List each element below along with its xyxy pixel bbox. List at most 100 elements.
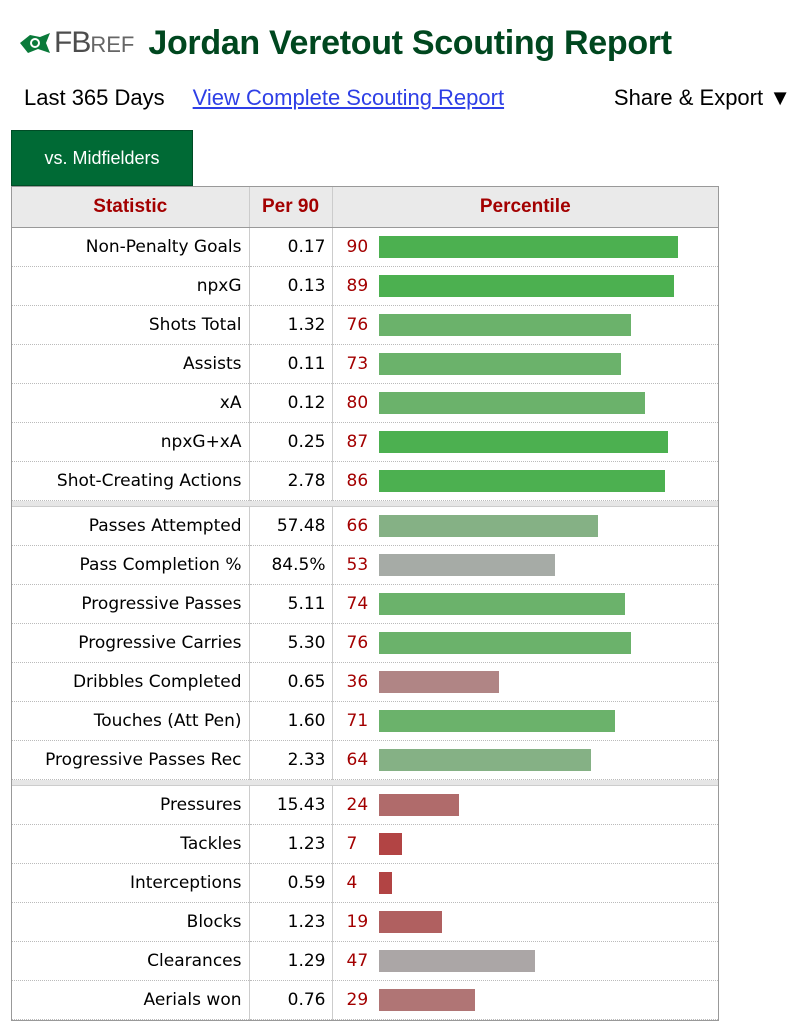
percentile-value: 66 <box>346 516 369 536</box>
per90-value: 0.65 <box>249 662 333 702</box>
table-row: Pass Completion % 84.5% 53 <box>12 545 718 585</box>
percentile-cell: 29 <box>332 980 718 1020</box>
table-row: Aerials won 0.76 29 <box>12 980 718 1020</box>
stat-name: Passes Attempted <box>12 506 250 546</box>
stat-name: Pass Completion % <box>12 545 250 585</box>
percentile-value: 29 <box>346 990 369 1010</box>
percentile-cell: 87 <box>332 422 718 462</box>
per90-value: 15.43 <box>249 785 333 825</box>
fbref-logo[interactable]: FBREF <box>18 23 134 63</box>
table-row: npxG+xA 0.25 87 <box>12 422 718 462</box>
per90-value: 5.11 <box>249 584 333 624</box>
percentile-cell: 86 <box>332 461 718 501</box>
percentile-value: 47 <box>346 951 369 971</box>
percentile-bar <box>378 632 631 654</box>
stat-name: Pressures <box>12 785 250 825</box>
percentile-bar <box>378 950 535 972</box>
table-row: Shot-Creating Actions 2.78 86 <box>12 461 718 501</box>
percentile-cell: 74 <box>332 584 718 624</box>
stat-name: Progressive Passes Rec <box>12 740 250 780</box>
stat-name: npxG <box>12 266 250 306</box>
table-body: Non-Penalty Goals 0.17 90 npxG 0.13 89 Shots T… <box>12 227 718 1020</box>
stat-name: Tackles <box>12 824 250 864</box>
per90-value: 0.59 <box>249 863 333 903</box>
stat-name: Dribbles Completed <box>12 662 250 702</box>
percentile-cell: 7 <box>332 824 718 864</box>
percentile-bar <box>378 833 402 855</box>
tab-vs-midfielders[interactable]: vs. Midfielders <box>11 130 193 186</box>
stat-name: Interceptions <box>12 863 250 903</box>
percentile-bar <box>378 671 499 693</box>
percentile-bar <box>378 470 665 492</box>
percentile-value: 80 <box>346 393 369 413</box>
percentile-value: 89 <box>346 276 369 296</box>
stat-name: Non-Penalty Goals <box>12 227 250 267</box>
percentile-value: 74 <box>346 594 369 614</box>
table-row: Interceptions 0.59 4 <box>12 863 718 903</box>
stat-name: Progressive Carries <box>12 623 250 663</box>
percentile-value: 87 <box>346 432 369 452</box>
stat-name: Touches (Att Pen) <box>12 701 250 741</box>
percentile-cell: 47 <box>332 941 718 981</box>
percentile-value: 19 <box>346 912 369 932</box>
per90-value: 1.29 <box>249 941 333 981</box>
col-header-per90[interactable]: Per 90 <box>249 187 333 228</box>
percentile-value: 76 <box>346 633 369 653</box>
stat-name: Shots Total <box>12 305 250 345</box>
percentile-cell: 24 <box>332 785 718 825</box>
per90-value: 2.33 <box>249 740 333 780</box>
scouting-table: Statistic Per 90 Percentile Non-Penalty … <box>11 186 719 1021</box>
fbref-logo-icon <box>20 33 50 53</box>
view-complete-report-link[interactable]: View Complete Scouting Report <box>192 85 505 110</box>
percentile-value: 24 <box>346 795 369 815</box>
stat-name: Aerials won <box>12 980 250 1020</box>
table-row: npxG 0.13 89 <box>12 266 718 306</box>
table-row: Blocks 1.23 19 <box>12 902 718 942</box>
percentile-bar <box>378 236 678 258</box>
percentile-bar <box>378 353 621 375</box>
percentile-cell: 76 <box>332 623 718 663</box>
percentile-bar <box>378 275 674 297</box>
per90-value: 0.17 <box>249 227 333 267</box>
sub-bar: Last 365 Days View Complete Scouting Rep… <box>24 83 791 113</box>
table-row: Non-Penalty Goals 0.17 90 <box>12 227 718 267</box>
stat-name: npxG+xA <box>12 422 250 462</box>
table-row: Clearances 1.29 47 <box>12 941 718 981</box>
per90-value: 57.48 <box>249 506 333 546</box>
percentile-bar <box>378 392 645 414</box>
percentile-bar <box>378 794 459 816</box>
percentile-bar <box>378 749 591 771</box>
per90-value: 0.76 <box>249 980 333 1020</box>
logo-text-ref: REF <box>90 32 135 57</box>
percentile-bar <box>378 554 555 576</box>
percentile-cell: 66 <box>332 506 718 546</box>
percentile-cell: 4 <box>332 863 718 903</box>
table-row: Assists 0.11 73 <box>12 344 718 384</box>
percentile-cell: 53 <box>332 545 718 585</box>
percentile-cell: 64 <box>332 740 718 780</box>
share-export-menu[interactable]: Share & Export ▼ <box>613 85 791 110</box>
group-separator <box>12 500 718 507</box>
percentile-bar <box>378 710 615 732</box>
table-row: Pressures 15.43 24 <box>12 785 718 825</box>
table-row: Passes Attempted 57.48 66 <box>12 506 718 546</box>
percentile-bar <box>378 593 625 615</box>
col-header-statistic[interactable]: Statistic <box>12 187 250 228</box>
per90-value: 1.32 <box>249 305 333 345</box>
stat-name: Blocks <box>12 902 250 942</box>
per90-value: 1.60 <box>249 701 333 741</box>
per90-value: 0.25 <box>249 422 333 462</box>
logo-text-main: FB <box>54 26 91 59</box>
stat-name: Shot-Creating Actions <box>12 461 250 501</box>
col-header-percentile[interactable]: Percentile <box>332 187 718 228</box>
percentile-bar <box>378 515 598 537</box>
percentile-cell: 90 <box>332 227 718 267</box>
page-header: FBREF Jordan Veretout Scouting Report <box>18 18 672 68</box>
percentile-value: 64 <box>346 750 369 770</box>
table-row: Touches (Att Pen) 1.60 71 <box>12 701 718 741</box>
per90-value: 0.12 <box>249 383 333 423</box>
percentile-bar <box>378 872 392 894</box>
percentile-cell: 73 <box>332 344 718 384</box>
stat-name: Clearances <box>12 941 250 981</box>
percentile-cell: 89 <box>332 266 718 306</box>
